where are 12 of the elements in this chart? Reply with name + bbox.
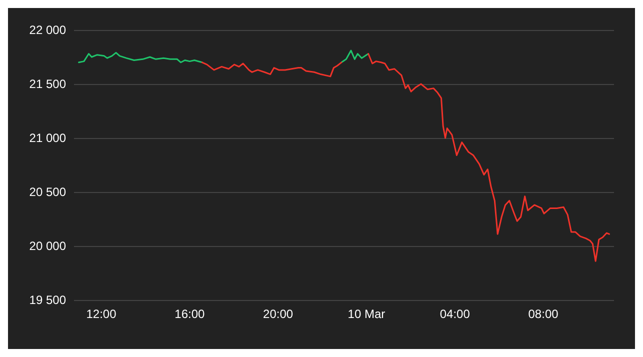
x-tick-label: 08:00	[528, 307, 559, 321]
y-tick-label: 19 500	[29, 293, 66, 307]
y-tick-label: 22 000	[29, 23, 66, 37]
x-tick-label: 20:00	[263, 307, 294, 321]
x-tick-label: 16:00	[174, 307, 205, 321]
x-tick-label: 04:00	[440, 307, 470, 321]
y-tick-label: 21 500	[29, 77, 66, 91]
y-tick-label: 20 500	[29, 185, 66, 199]
x-tick-label: 12:00	[86, 307, 117, 321]
y-tick-label: 20 000	[29, 239, 66, 253]
y-tick-label: 21 000	[29, 131, 66, 145]
x-tick-label: 10 Mar	[348, 307, 386, 321]
